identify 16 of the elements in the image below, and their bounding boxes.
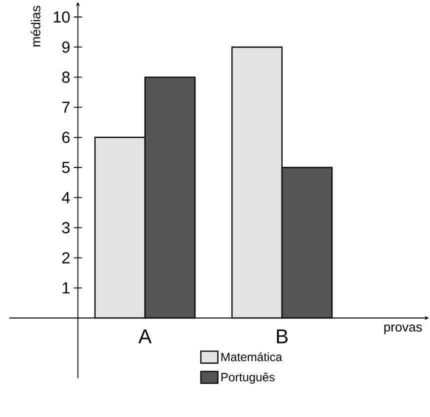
x-tick-label: A [138, 330, 152, 344]
y-tick-label: 2 [62, 252, 70, 264]
x-tick-label: B [277, 330, 288, 344]
x-axis-title: provas [384, 324, 422, 334]
y-tick-label: 1 [62, 282, 70, 294]
y-tick-label: 8 [62, 72, 70, 83]
y-tick-label: 9 [62, 41, 70, 53]
legend-label: Matemática [221, 352, 282, 362]
legend-label: Português [221, 372, 275, 384]
y-tick-label: 4 [62, 192, 70, 204]
y-tick-label: 6 [62, 132, 70, 144]
y-axis-title: médias [30, 6, 40, 46]
y-tick-label: 7 [62, 102, 70, 113]
y-tick-label: 3 [62, 222, 70, 234]
y-tick-label: 10 [54, 11, 70, 23]
y-tick-label: 5 [62, 162, 70, 174]
